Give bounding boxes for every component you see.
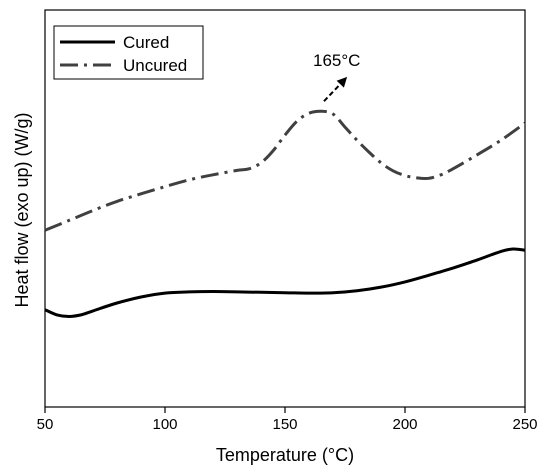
peak-annotation-arrowhead [336, 76, 348, 88]
series-line-uncured [44, 109, 526, 232]
y-axis-label: Heat flow (exo up) (W/g) [12, 112, 32, 307]
peak-annotation-label: 165°C [313, 51, 360, 70]
x-axis-ticks: 50 100 150 200 250 [37, 407, 538, 433]
x-tick-label: 100 [152, 416, 177, 433]
x-axis-label: Temperature (°C) [216, 445, 354, 465]
peak-annotation-arrow [323, 80, 344, 102]
legend-box [53, 25, 204, 80]
legend-label-cured: Cured [123, 33, 169, 52]
x-tick-label: 150 [272, 416, 297, 433]
x-tick-label: 250 [512, 416, 537, 433]
x-tick-label: 50 [37, 416, 54, 433]
x-tick-label: 200 [392, 416, 417, 433]
series-line-cured [44, 247, 526, 319]
legend: Cured Uncured [53, 25, 204, 80]
legend-label-uncured: Uncured [123, 56, 187, 75]
